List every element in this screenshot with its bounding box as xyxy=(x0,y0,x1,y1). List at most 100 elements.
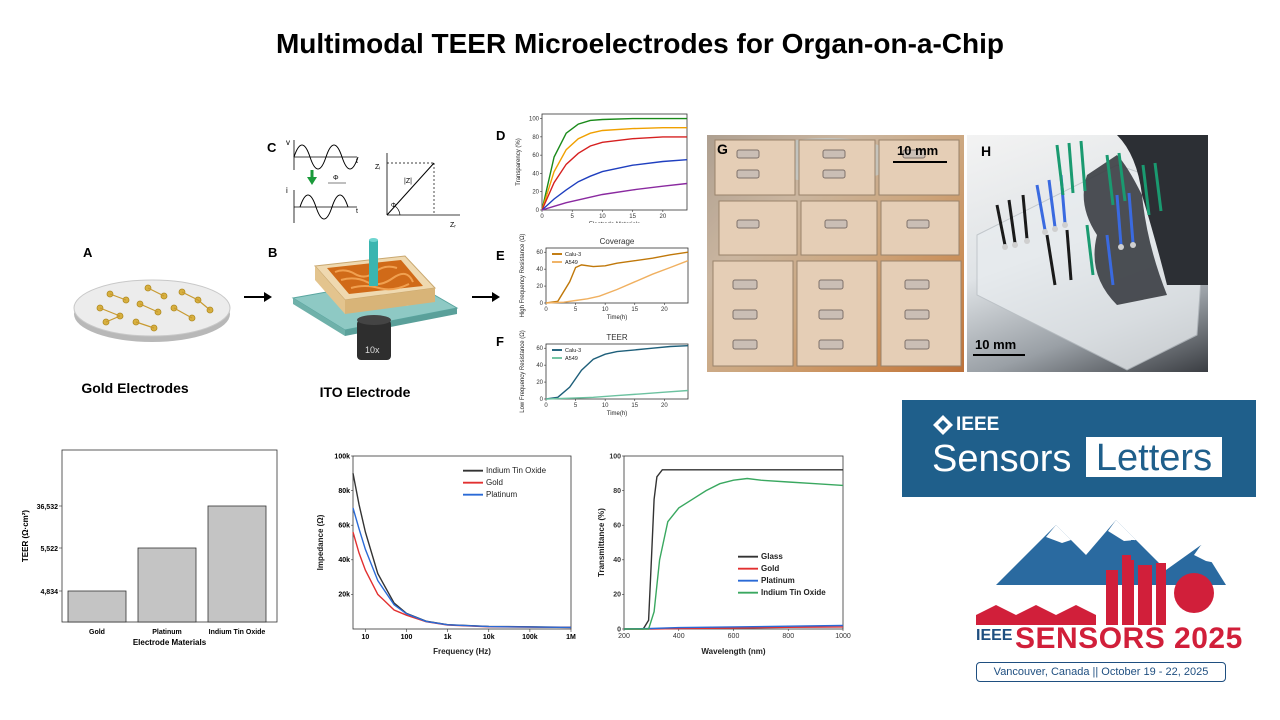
x-axis-label: Wavelength (nm) xyxy=(701,647,765,656)
series-line-1 xyxy=(545,389,689,400)
y-tick-label: 60k xyxy=(338,523,350,530)
x-tick-label: 0 xyxy=(544,307,548,313)
series-line-0 xyxy=(545,345,689,400)
y-axis-label: TEER (Ω·cm²) xyxy=(21,510,30,563)
sensors-2025-name: SENSORS 2025 xyxy=(1015,622,1243,655)
y-tick-label: 40 xyxy=(536,363,543,369)
x-tick-label: 20 xyxy=(661,307,668,313)
c-t2-label: t xyxy=(356,208,358,215)
y-tick-label: 20 xyxy=(613,592,621,599)
legend-label: Calu-3 xyxy=(565,252,581,258)
x-axis-label: Frequency (Hz) xyxy=(433,647,491,656)
x-tick-label: 5 xyxy=(574,403,578,409)
device-array-photo: G 10 mm xyxy=(707,135,964,372)
x-tick-label: 5 xyxy=(574,307,578,313)
series-line-4 xyxy=(541,182,688,211)
impedance-chart: 10 100 1k 10k 100k 1M 20k 40k 60k 80k 100k Frequenc… xyxy=(316,453,576,656)
x-tick-label: 800 xyxy=(782,633,794,640)
c-t-label: t xyxy=(356,158,358,165)
plot-frame xyxy=(541,113,688,211)
x-tick-label: Indium Tin Oxide xyxy=(209,629,266,636)
x-tick-label: 20 xyxy=(661,403,668,409)
panel-f-letter: F xyxy=(496,334,504,349)
series-line-0 xyxy=(541,117,687,211)
y-tick-label: 60 xyxy=(536,346,543,352)
series-line-3 xyxy=(624,477,844,630)
bar-0 xyxy=(67,590,127,623)
panel-a-caption: Gold Electrodes xyxy=(81,380,189,396)
x-tick-label: 1k xyxy=(444,634,452,641)
x-tick-label: 10 xyxy=(361,634,369,641)
chart-title: Coverage xyxy=(600,237,635,246)
x-axis-label: Electrode Materials xyxy=(589,222,640,223)
x-tick-label: 15 xyxy=(629,214,636,220)
transmittance-chart: 200 400 600 800 1000 0 20 40 60 80 100 Wavelength (… xyxy=(598,453,851,656)
bar-1 xyxy=(137,547,197,623)
plot-frame xyxy=(545,343,689,400)
c-zr-label: Zᵣ xyxy=(450,222,456,229)
panel-g-scale: 10 mm xyxy=(897,143,939,158)
c-absz-label: |Z| xyxy=(404,178,412,185)
y-tick-label: 100 xyxy=(529,117,540,123)
y-tick-label: 40k xyxy=(338,557,350,564)
series-line-0 xyxy=(624,469,843,630)
y-tick-label: 4,834 xyxy=(40,589,58,596)
legend-label: A549 xyxy=(565,356,578,362)
x-tick-label: 1M xyxy=(566,634,576,641)
arrow-right-icon xyxy=(244,292,272,302)
x-tick-label: 400 xyxy=(673,633,685,640)
ieee-wordmark: IEEE xyxy=(956,414,1000,435)
legend-label: A549 xyxy=(565,260,578,266)
y-tick-label: 100 xyxy=(609,453,621,460)
y-tick-label: 36,532 xyxy=(37,504,59,511)
x-tick-label: 15 xyxy=(631,403,638,409)
y-axis-label: Transparency (%) xyxy=(516,138,522,185)
series-line-2 xyxy=(541,136,687,211)
panel-a-letter: A xyxy=(83,245,93,260)
y-tick-label: 80k xyxy=(338,488,350,495)
ieee-sensors-letters-logo: IEEE Sensors Letters xyxy=(902,400,1256,497)
teer-bar-chart: Gold 4,834 Platinum 5,522 Indium Tin Oxide 36… xyxy=(21,449,278,647)
legend-label: Platinum xyxy=(761,576,795,585)
ito-electrode-device: 10x xyxy=(291,238,459,360)
coverage-chart: Coverage 0 5 10 15 20 0 20 40 60 Time(h) High Frequ… xyxy=(520,234,689,321)
panel-e-letter: E xyxy=(496,248,505,263)
c-phi2-label: Φ xyxy=(391,203,396,209)
y-axis-label: Impedance (Ω) xyxy=(316,514,325,570)
series-line-1 xyxy=(545,260,689,304)
legend-label: Gold xyxy=(761,564,779,573)
legend-label: Calu-3 xyxy=(565,348,581,354)
series-line-1 xyxy=(352,531,572,629)
x-tick-label: 15 xyxy=(631,307,638,313)
x-tick-label: 100k xyxy=(522,634,538,641)
y-tick-label: 40 xyxy=(532,171,539,177)
x-tick-label: 100 xyxy=(401,634,413,641)
y-tick-label: 60 xyxy=(532,153,539,159)
series-line-2 xyxy=(352,507,572,629)
bar-2 xyxy=(207,505,267,623)
panel-h-scale: 10 mm xyxy=(975,337,1017,352)
sensors-2025-skyline-icon xyxy=(976,520,1226,625)
x-tick-label: Gold xyxy=(89,629,105,636)
figure-title: Multimodal TEER Microelectrodes for Orga… xyxy=(275,28,1005,59)
y-axis-label: Transmittance (%) xyxy=(598,508,606,577)
panel-g-letter: G xyxy=(717,141,728,157)
legend-label: Indium Tin Oxide xyxy=(486,466,547,475)
panel-c-letter: C xyxy=(267,140,277,155)
panel-d-letter: D xyxy=(496,128,506,143)
x-tick-label: 10 xyxy=(599,214,606,220)
x-tick-label: 10k xyxy=(483,634,495,641)
x-tick-label: 0 xyxy=(540,214,544,220)
wired-device-photo: H 10 mm xyxy=(967,135,1208,372)
c-zi-label: Zᵢ xyxy=(375,164,380,171)
legend-label: Indium Tin Oxide xyxy=(761,588,826,597)
series-line-1 xyxy=(541,127,687,211)
panel-b-letter: B xyxy=(268,245,278,260)
c-i-label: i xyxy=(286,186,288,195)
x-tick-label: 200 xyxy=(618,633,630,640)
y-tick-label: 80 xyxy=(613,488,621,495)
y-tick-label: 0 xyxy=(617,626,621,633)
legend-label: Gold xyxy=(486,478,503,487)
x-tick-label: 10 xyxy=(602,403,609,409)
y-tick-label: 20k xyxy=(338,592,350,599)
